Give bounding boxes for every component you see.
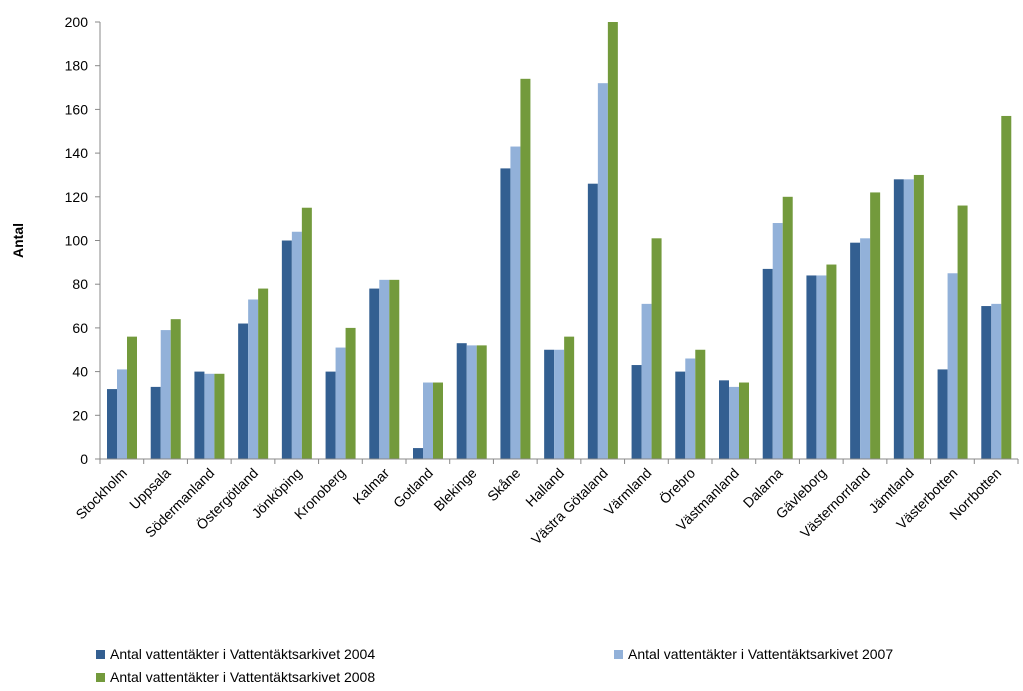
legend-swatch-2007: [614, 649, 623, 659]
y-tick-label: 60: [72, 320, 88, 336]
y-tick-label: 140: [65, 145, 89, 161]
bar-series0-Kalmar: [369, 288, 380, 459]
bar-series1-Värmland: [641, 303, 652, 459]
bar-series0-Blekinge: [456, 343, 467, 459]
bar-series1-Gotland: [423, 382, 433, 459]
x-tick-label: Stockholm: [72, 465, 130, 523]
bar-series0-Västmanland: [719, 380, 729, 459]
bar-series1-Östergötland: [248, 299, 259, 459]
x-tick-label: Kalmar: [350, 465, 393, 508]
bar-series0-Gävleborg: [806, 275, 817, 459]
bar-series2-Örebro: [695, 349, 706, 459]
bar-series1-Blekinge: [466, 345, 477, 459]
bar-series0-Västra Götaland: [587, 183, 598, 459]
bar-series2-Södermanland: [214, 373, 225, 459]
legend-swatch-2008: [96, 672, 105, 682]
legend-label-2008: Antal vattentäkter i Vattentäktsarkivet …: [110, 669, 376, 685]
bar-series1-Dalarna: [772, 223, 783, 459]
bar-series0-Norrbotten: [981, 306, 992, 459]
legend-item-2007: Antal vattentäkter i Vattentäktsarkivet …: [614, 646, 893, 662]
y-tick-label: 100: [65, 233, 89, 249]
bar-series2-Östergötland: [258, 288, 269, 459]
bar-series2-Gävleborg: [826, 264, 837, 459]
y-tick-label: 160: [65, 101, 89, 117]
bar-series1-Kronoberg: [335, 347, 346, 459]
bar-series1-Västra Götaland: [597, 83, 608, 460]
bar-series2-Halland: [564, 336, 575, 459]
legend-item-2004: Antal vattentäkter i Vattentäktsarkivet …: [96, 646, 375, 662]
y-tick-label: 200: [65, 14, 89, 30]
y-tick-label: 180: [65, 58, 89, 74]
bar-series2-Uppsala: [170, 319, 181, 459]
legend-item-2008: Antal vattentäkter i Vattentäktsarkivet …: [96, 669, 375, 685]
bar-series1-Uppsala: [160, 330, 171, 459]
bar-series2-Västernorrland: [870, 192, 881, 459]
bar-series2-Västerbotten: [957, 205, 968, 459]
bar-series1-Södermanland: [204, 373, 215, 459]
bar-series1-Gävleborg: [816, 275, 827, 459]
bar-series2-Blekinge: [476, 345, 487, 459]
bar-series1-Stockholm: [117, 369, 127, 459]
legend-swatch-2004: [96, 649, 105, 659]
bar-series0-Västernorrland: [850, 242, 861, 459]
bar-series1-Västernorrland: [860, 238, 871, 459]
bar-series0-Uppsala: [150, 386, 161, 459]
x-tick-label: Västra Götaland: [528, 465, 611, 548]
bar-series0-Värmland: [631, 365, 642, 459]
bar-series0-Jämtland: [893, 179, 904, 459]
bar-series1-Västerbotten: [947, 273, 958, 459]
x-axis: StockholmUppsalaSödermanlandÖstergötland…: [72, 458, 1019, 548]
bar-series0-Örebro: [675, 371, 686, 459]
bar-series2-Gotland: [433, 382, 443, 459]
bar-series2-Norrbotten: [1001, 115, 1012, 459]
x-tick-label: Gotland: [390, 465, 436, 511]
y-axis: 0 20 40 60 80 100 120 140 160 180 200: [65, 14, 101, 467]
bar-series1-Jönköping: [291, 231, 302, 459]
bar-series1-Halland: [554, 349, 565, 459]
bars: [107, 22, 1012, 460]
bar-series0-Västerbotten: [937, 369, 948, 459]
bar-series2-Jämtland: [913, 174, 924, 459]
y-tick-label: 80: [72, 276, 88, 292]
bar-series2-Stockholm: [127, 336, 137, 459]
x-tick-label: Blekinge: [430, 465, 479, 514]
legend: Antal vattentäkter i Vattentäktsarkivet …: [96, 646, 996, 691]
bar-series0-Östergötland: [238, 323, 249, 459]
legend-label-2004: Antal vattentäkter i Vattentäktsarkivet …: [110, 646, 376, 662]
bar-series1-Kalmar: [379, 279, 390, 459]
bar-series1-Jämtland: [903, 179, 914, 459]
bar-series2-Västra Götaland: [607, 22, 618, 459]
bar-series2-Jönköping: [301, 207, 312, 459]
bar-series0-Södermanland: [194, 371, 205, 459]
y-tick-label: 0: [80, 451, 88, 467]
y-tick-label: 20: [72, 407, 88, 423]
bar-series1-Norrbotten: [991, 303, 1002, 459]
bar-series0-Kronoberg: [325, 371, 336, 459]
y-axis-label: Antal: [10, 223, 26, 258]
x-tick-label: Örebro: [655, 464, 698, 507]
bar-series0-Dalarna: [762, 268, 773, 459]
bar-series1-Örebro: [685, 358, 696, 459]
bar-series2-Kronoberg: [345, 327, 356, 459]
bar-series0-Skåne: [500, 168, 511, 459]
x-tick-label: Skåne: [484, 465, 524, 505]
bar-series1-Skåne: [510, 146, 521, 460]
legend-label-2007: Antal vattentäkter i Vattentäktsarkivet …: [628, 646, 894, 662]
y-tick-label: 40: [72, 364, 88, 380]
bar-series2-Skåne: [520, 78, 531, 459]
bar-series2-Värmland: [651, 238, 662, 459]
x-tick-label: Värmland: [601, 465, 655, 519]
bar-series0-Jönköping: [281, 240, 292, 459]
bar-series0-Gotland: [413, 448, 423, 459]
bar-series2-Västmanland: [739, 382, 749, 459]
bar-series1-Västmanland: [729, 386, 739, 459]
bar-series2-Kalmar: [389, 279, 400, 459]
bar-series2-Dalarna: [782, 196, 793, 460]
y-tick-label: 120: [65, 189, 89, 205]
bar-series0-Halland: [544, 349, 555, 459]
bar-series0-Stockholm: [107, 389, 117, 459]
